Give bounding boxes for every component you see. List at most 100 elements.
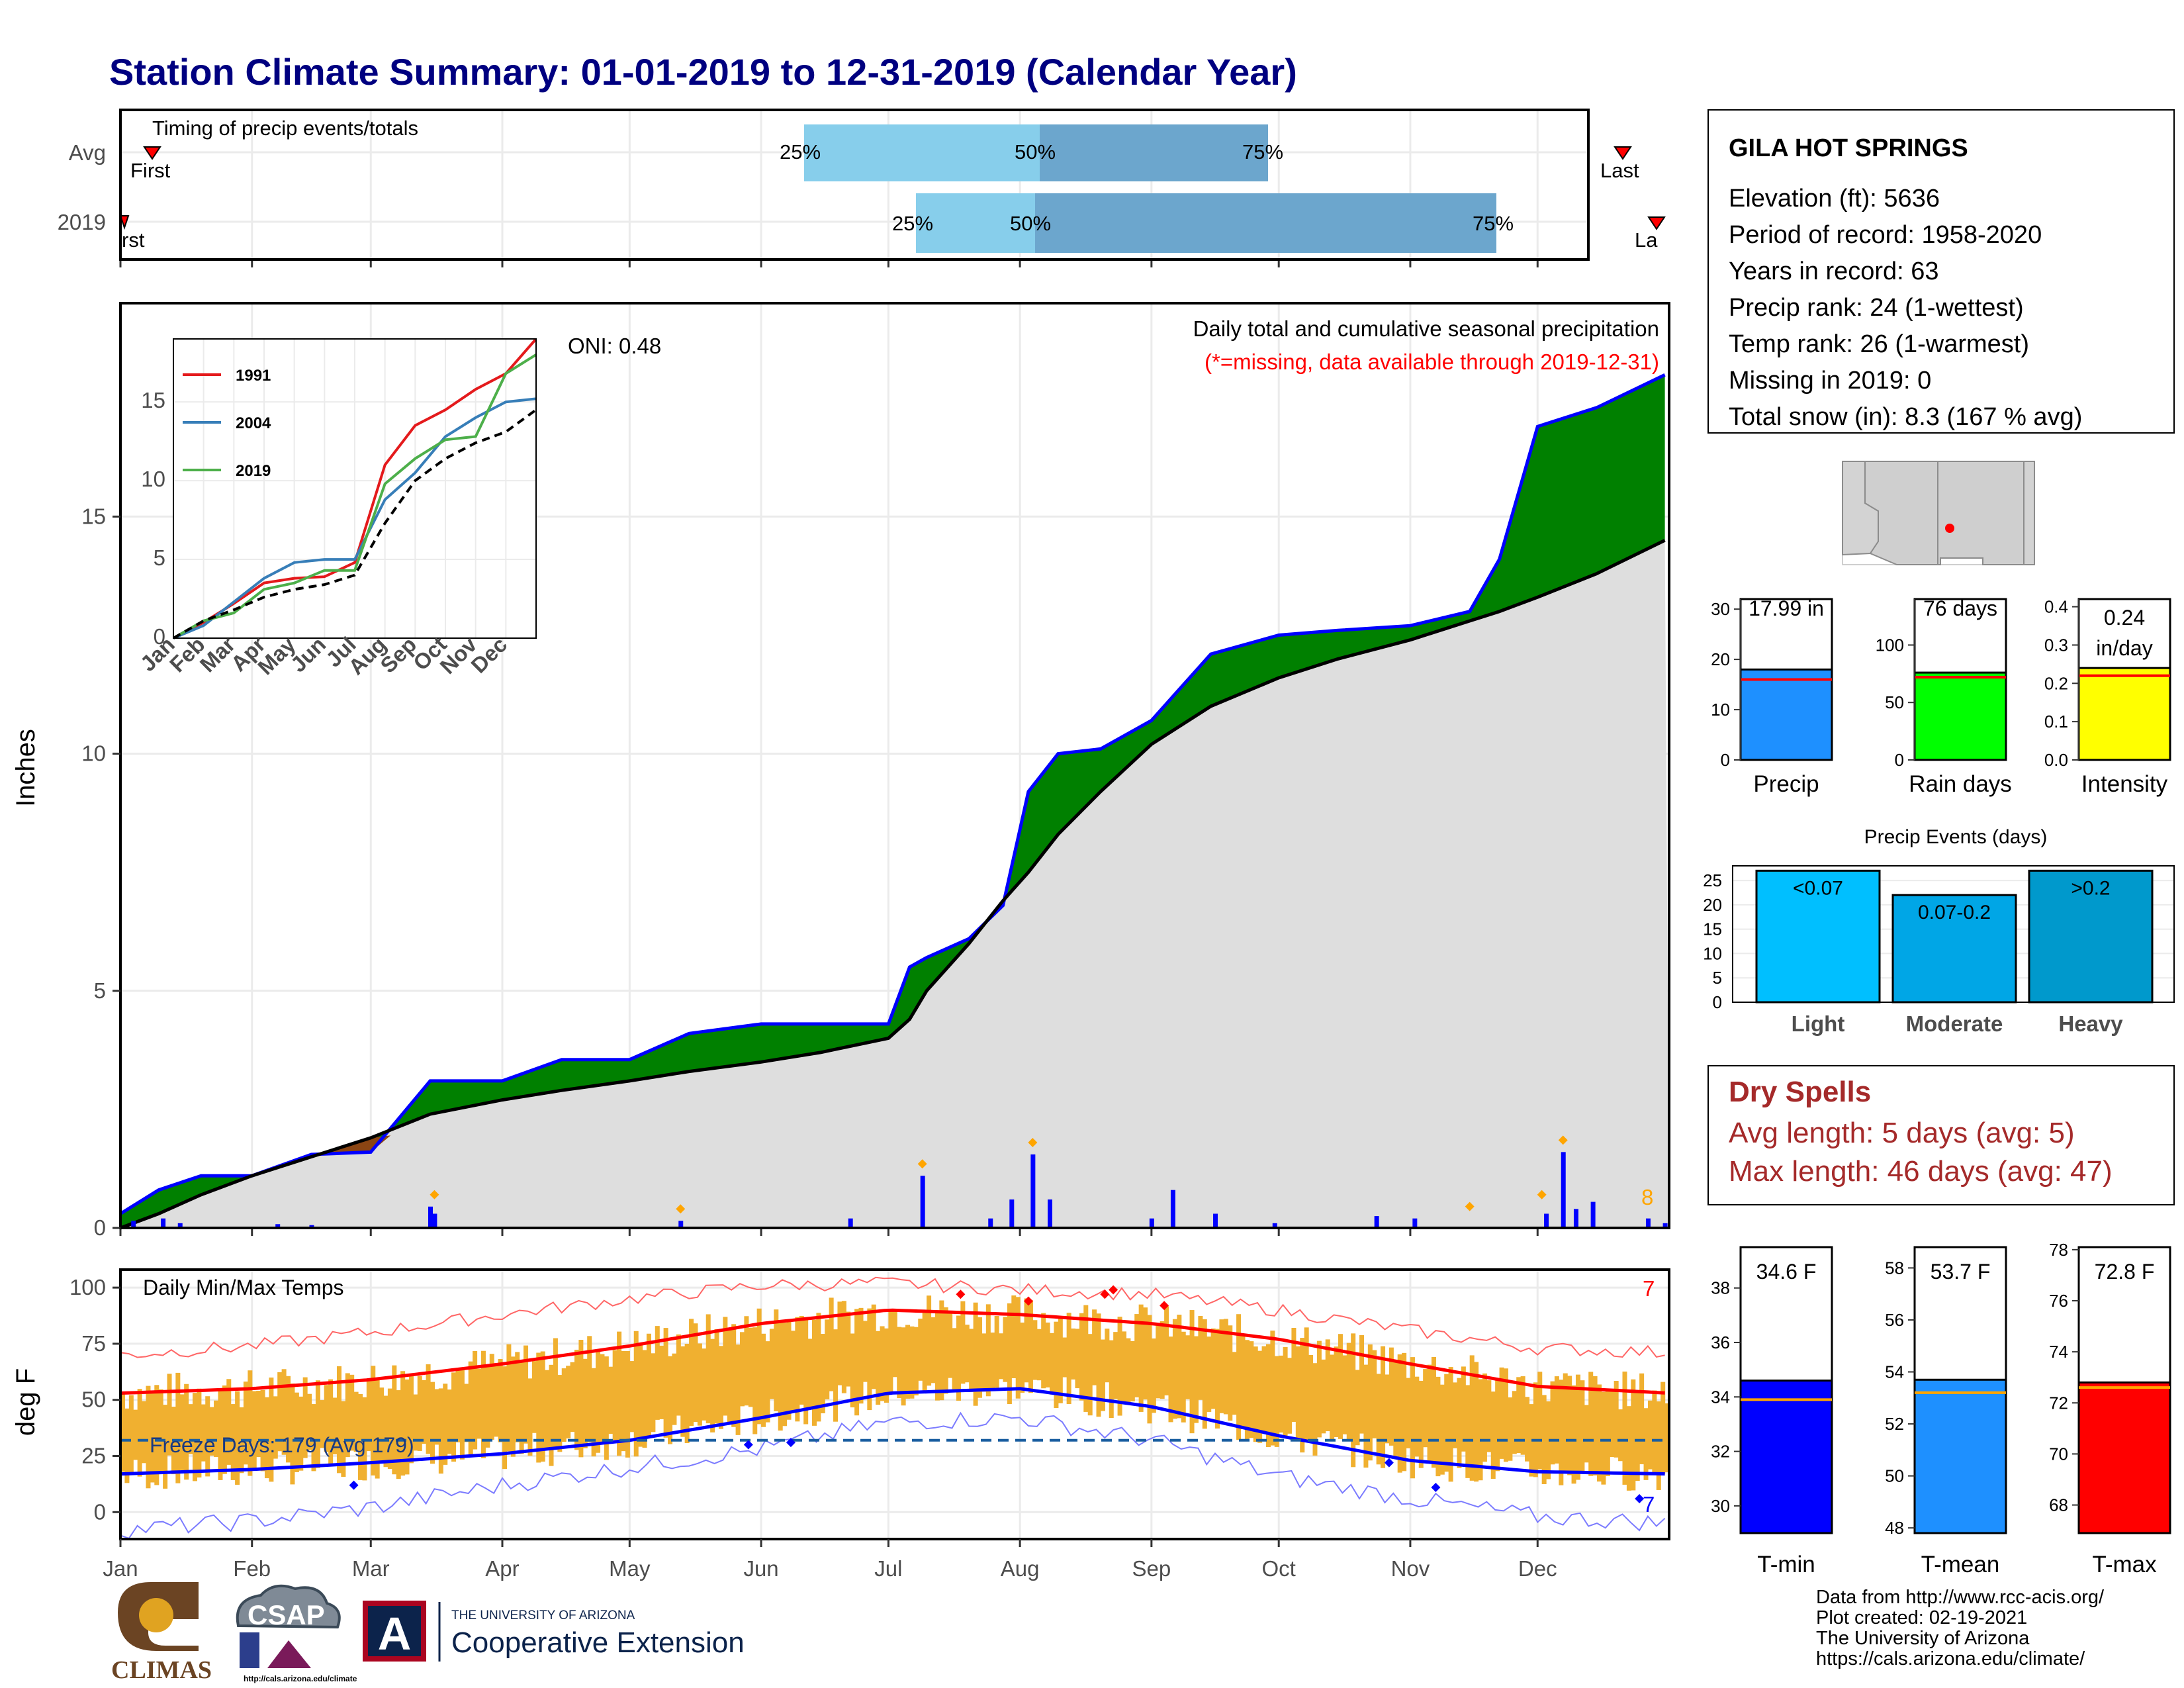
daily-temp-bar <box>197 1388 202 1477</box>
daily-temp-bar <box>1448 1367 1453 1482</box>
daily-temp-bar <box>578 1340 584 1458</box>
daily-temp-bar <box>1083 1305 1089 1412</box>
ua-small-text: THE UNIVERSITY OF ARIZONA <box>451 1609 635 1622</box>
daily-temp-bar <box>999 1333 1004 1380</box>
timing-2019-box-light <box>916 193 1035 253</box>
daily-temp-bar <box>307 1393 312 1450</box>
daily-temp-bar <box>248 1370 253 1476</box>
daily-temp-bar <box>1300 1338 1305 1453</box>
intensity-bar-tick-label: 0.0 <box>2044 750 2068 770</box>
events-bar-value: 0.07-0.2 <box>1918 902 1991 923</box>
daily-temp-bar <box>1571 1385 1576 1484</box>
daily-record-marker <box>917 1159 927 1169</box>
daily-temp-bar <box>1147 1315 1152 1424</box>
daily-temp-bar <box>523 1345 529 1444</box>
inset-legend: 1991 2004 2019 <box>183 367 271 480</box>
daily-temp-bar <box>477 1368 482 1439</box>
daily-temp-bar <box>1342 1355 1347 1434</box>
daily-temp-bar <box>1126 1338 1131 1403</box>
daily-temp-bar <box>531 1361 537 1433</box>
daily-temp-bar <box>1525 1397 1530 1462</box>
temp-x-tick-label: Aug <box>1001 1556 1040 1581</box>
timing-2019-p75: 75% <box>1473 212 1514 235</box>
inset-y-tick-label: 5 <box>154 545 165 570</box>
daily-temp-bar <box>506 1344 512 1452</box>
daily-temp-bar <box>235 1391 240 1485</box>
daily-temp-bar <box>1431 1357 1436 1468</box>
daily-temp-bar <box>629 1361 635 1432</box>
tmean-bar-tick-label: 52 <box>1885 1414 1904 1434</box>
daily-temp-bar <box>383 1395 388 1468</box>
daily-temp-bar <box>604 1356 609 1460</box>
daily-temp-bar <box>179 1394 185 1470</box>
daily-temp-bar <box>1559 1380 1564 1485</box>
intensity-bar: 0.0 0.1 0.2 0.3 0.4 0.24 in/day Intensity <box>2044 597 2171 797</box>
dry-spells-border <box>1707 1065 2175 1205</box>
tmin-bar-tick-label: 36 <box>1711 1333 1730 1352</box>
avg-cumulative-area <box>120 540 1669 1229</box>
daily-temp-bar <box>829 1297 834 1391</box>
daily-temp-bar <box>756 1308 762 1425</box>
daily-temp-bar <box>1210 1328 1216 1409</box>
tmean-bar-label: T-mean <box>1921 1552 2000 1577</box>
daily-temp-bar <box>498 1358 503 1442</box>
daily-precip-bar <box>1030 1154 1036 1228</box>
daily-precip-bar <box>432 1213 437 1228</box>
daily-temp-bar <box>1355 1370 1360 1446</box>
events-bar <box>2028 869 2154 1004</box>
daily-temp-bar <box>473 1351 478 1450</box>
daily-temp-bar <box>464 1383 469 1442</box>
daily-temp-bar <box>1071 1328 1076 1380</box>
daily-temp-bar <box>1032 1320 1038 1380</box>
daily-temp-bar <box>366 1378 371 1452</box>
daily-temp-bar <box>256 1391 261 1458</box>
precip-bar-tick-label: 0 <box>1721 750 1730 770</box>
tmean-bar-tick-label: 56 <box>1885 1310 1904 1330</box>
daily-temp-bar <box>214 1400 219 1457</box>
daily-temp-bar <box>1151 1338 1156 1413</box>
daily-temp-bar <box>1656 1401 1661 1490</box>
tmin-bar-value: 34.6 F <box>1756 1260 1817 1284</box>
intensity-bar-tick-label: 0.2 <box>2044 673 2068 693</box>
daily-temp-bar <box>952 1328 957 1391</box>
events-title: Precip Events (days) <box>1864 826 2048 848</box>
daily-temp-bar <box>502 1366 507 1470</box>
daily-temp-bar <box>1478 1379 1483 1481</box>
daily-temp-bar <box>1465 1385 1471 1478</box>
daily-temp-bar <box>1232 1352 1237 1415</box>
precip-bar-label: Precip <box>1753 771 1819 797</box>
daily-temp-bar <box>655 1326 660 1420</box>
daily-temp-bar <box>243 1382 248 1465</box>
daily-temp-bar <box>1172 1319 1177 1419</box>
station-info-line: Precip rank: 24 (1-wettest) <box>1729 294 2024 322</box>
daily-temp-bar <box>358 1393 363 1480</box>
tmean-bar: 48 50 52 54 56 58 53.7 F T-mean <box>1885 1246 2007 1577</box>
daily-temp-bar <box>774 1309 779 1411</box>
raindays-bar: 0 50 100 76 days Rain days <box>1876 596 2012 797</box>
daily-temp-bar <box>833 1329 839 1422</box>
station-lines: Elevation (ft): 5636 Period of record: 19… <box>1729 185 2082 431</box>
daily-temp-bar <box>1219 1319 1224 1413</box>
temp-count-hi: 7 <box>1643 1276 1655 1301</box>
daily-temp-bar <box>778 1320 783 1431</box>
oni-label: ONI: 0.48 <box>568 334 661 358</box>
daily-temp-bar <box>1631 1379 1636 1491</box>
daily-temp-bar <box>1618 1409 1623 1462</box>
daily-temp-bar <box>260 1389 265 1472</box>
freeze-days-label: Freeze Days: 179 (Avg 179) <box>150 1433 414 1457</box>
tmean-bar-tick-label: 50 <box>1885 1466 1904 1486</box>
daily-temp-bar <box>973 1302 978 1406</box>
intensity-bar-tick-label: 0.3 <box>2044 635 2068 655</box>
daily-temp-bar <box>1253 1346 1258 1442</box>
record-max-line <box>120 1276 1665 1358</box>
daily-precip-bar <box>1149 1218 1154 1228</box>
daily-temp-bar <box>1334 1346 1339 1437</box>
daily-record-marker <box>1028 1137 1038 1147</box>
events-border <box>1732 865 2175 1003</box>
daily-temp-bar <box>443 1383 448 1465</box>
events-y-tick-label: 10 <box>1703 943 1722 963</box>
events-bar <box>1755 869 1881 1004</box>
precip-bar-tick-label: 10 <box>1711 700 1730 720</box>
precip-panel-border <box>119 302 1670 1229</box>
temp-x-tick-label: Sep <box>1132 1556 1171 1581</box>
